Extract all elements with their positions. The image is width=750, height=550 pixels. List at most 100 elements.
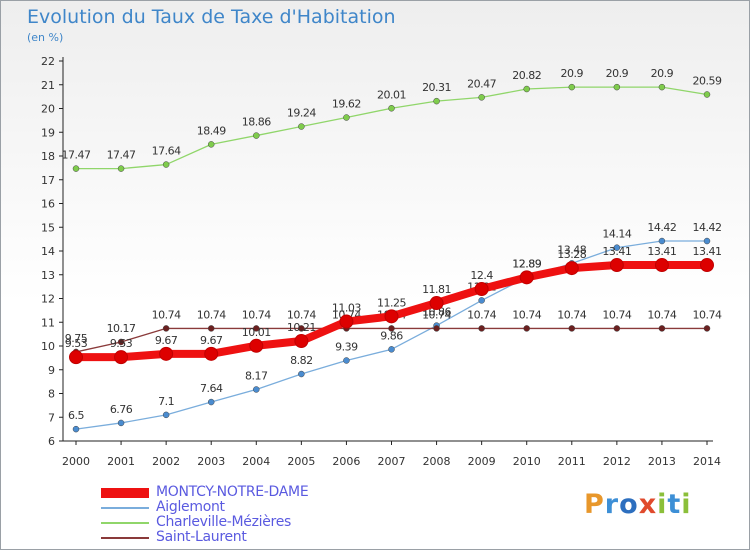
data-point-saint-laurent [162,325,170,332]
x-tick-label: 2008 [423,455,451,468]
data-label-charleville-m-zi-res: 20.31 [422,81,451,94]
chart-unit: (en %) [27,31,64,44]
data-label-charleville-m-zi-res: 17.47 [62,149,91,162]
data-label-saint-laurent: 10.74 [287,308,316,321]
data-point-saint-laurent [703,325,711,332]
data-label-montcy-notre-dame: 13.28 [557,248,586,261]
data-label-charleville-m-zi-res: 20.47 [467,77,496,90]
data-point-charleville-m-zi-res [523,85,530,93]
data-label-montcy-notre-dame: 9.67 [155,334,178,347]
data-point-montcy-notre-dame [294,334,309,349]
data-label-aiglemont: 14.14 [602,228,631,241]
data-point-montcy-notre-dame [519,270,534,285]
data-point-charleville-m-zi-res [72,165,80,172]
y-tick-label: 16 [41,198,55,211]
data-label-saint-laurent: 10.74 [512,308,541,321]
legend-label: MONTCY-NOTRE-DAME [156,484,309,500]
data-label-saint-laurent: 10.74 [693,308,722,321]
data-label-charleville-m-zi-res: 20.01 [377,88,406,101]
x-tick-label: 2005 [287,455,315,468]
data-point-aiglemont [343,357,350,364]
data-point-charleville-m-zi-res [568,83,576,91]
y-tick-label: 20 [41,103,55,116]
data-point-saint-laurent [388,325,395,332]
data-label-saint-laurent: 9.75 [65,332,88,345]
y-tick-label: 21 [41,79,55,92]
x-tick-label: 2011 [558,455,586,468]
y-tick-label: 6 [48,435,55,448]
data-label-charleville-m-zi-res: 17.47 [107,149,136,162]
legend-swatch [101,487,149,498]
data-label-montcy-notre-dame: 10.01 [242,326,271,339]
data-point-saint-laurent [658,325,666,332]
data-point-aiglemont [162,411,170,419]
data-point-saint-laurent [207,325,215,332]
y-tick-label: 12 [41,293,55,306]
logo-letter: t [667,489,682,520]
data-point-charleville-m-zi-res [253,132,260,139]
data-point-saint-laurent [298,325,305,332]
data-label-aiglemont: 6.76 [110,403,133,416]
legend-label: Saint-Laurent [156,529,247,545]
logo-letter: x [638,489,658,520]
data-label-montcy-notre-dame: 11.81 [422,283,451,296]
data-point-charleville-m-zi-res [703,91,711,98]
x-tick-label: 2006 [332,455,360,468]
data-label-charleville-m-zi-res: 20.9 [561,67,584,80]
data-label-montcy-notre-dame: 9.67 [200,334,223,347]
data-label-saint-laurent: 10.74 [557,308,586,321]
logo-letter: r [604,489,620,520]
x-tick-label: 2002 [152,455,180,468]
legend-label: Aiglemont [156,499,225,515]
data-point-saint-laurent [433,325,440,332]
data-label-charleville-m-zi-res: 20.82 [512,69,541,82]
data-label-aiglemont: 14.42 [647,221,676,234]
data-label-montcy-notre-dame: 9.53 [110,337,133,350]
y-tick-label: 22 [41,55,55,68]
data-label-saint-laurent: 10.74 [647,308,676,321]
data-label-aiglemont: 13.48 [557,243,586,256]
y-tick-label: 10 [41,340,55,353]
data-point-saint-laurent [117,338,125,346]
data-label-saint-laurent: 10.74 [602,308,631,321]
data-label-montcy-notre-dame: 11.25 [377,296,406,309]
data-point-montcy-notre-dame [654,258,669,273]
x-tick-label: 2000 [62,455,90,468]
data-point-charleville-m-zi-res [658,83,666,91]
logo-letter: i [681,489,692,520]
data-label-montcy-notre-dame: 9.53 [65,337,88,350]
x-tick-label: 2001 [107,455,135,468]
legend-label: Charleville-Mézières [156,514,292,530]
data-label-aiglemont: 6.5 [68,409,84,422]
y-tick-label: 14 [41,245,55,258]
data-point-aiglemont [207,398,215,406]
data-point-montcy-notre-dame [204,346,219,361]
data-point-charleville-m-zi-res [298,123,305,130]
data-label-charleville-m-zi-res: 19.24 [287,107,316,120]
data-point-saint-laurent [253,325,260,332]
x-tick-label: 2013 [648,455,676,468]
data-point-charleville-m-zi-res [117,165,125,172]
data-label-charleville-m-zi-res: 20.9 [651,67,674,80]
data-point-montcy-notre-dame [69,350,83,365]
data-point-charleville-m-zi-res [613,83,621,91]
data-label-montcy-notre-dame: 13.41 [693,245,722,258]
x-tick-label: 2004 [242,455,270,468]
legend-swatch [101,536,149,539]
data-label-aiglemont: 8.82 [290,354,313,367]
data-point-charleville-m-zi-res [343,114,350,121]
data-point-montcy-notre-dame [384,309,399,324]
x-tick-label: 2014 [693,455,721,468]
data-label-montcy-notre-dame: 13.41 [647,245,676,258]
data-label-charleville-m-zi-res: 17.64 [152,145,181,158]
data-point-aiglemont [613,244,621,251]
data-label-montcy-notre-dame: 10.21 [287,321,316,334]
data-label-saint-laurent: 10.74 [467,308,496,321]
data-point-aiglemont [298,370,305,378]
data-label-montcy-notre-dame: 12.4 [470,269,493,282]
y-tick-label: 17 [41,174,55,187]
y-tick-label: 15 [41,221,55,234]
x-tick-label: 2010 [513,455,541,468]
